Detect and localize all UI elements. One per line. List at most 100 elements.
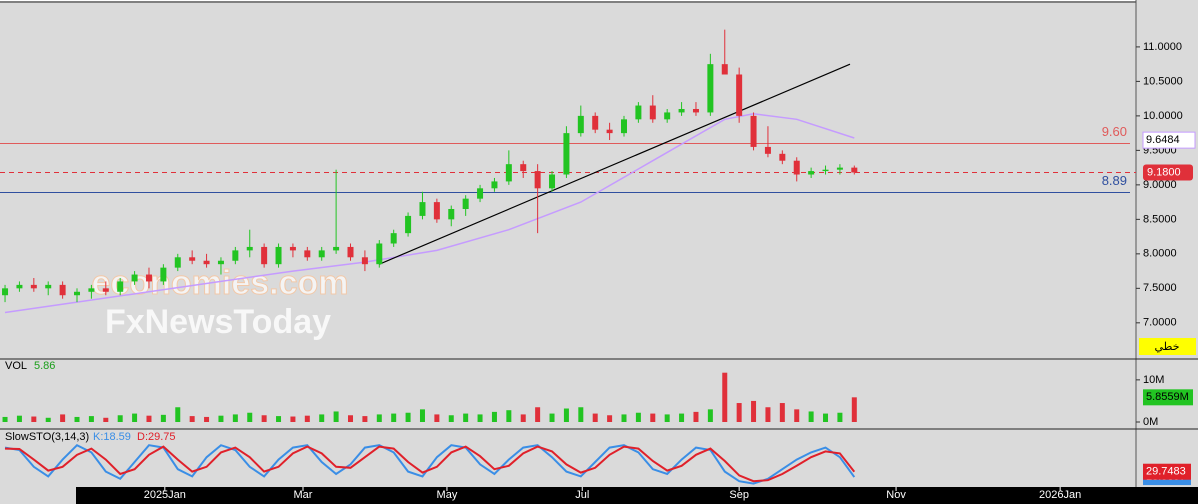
volume-bar — [117, 415, 123, 422]
volume-bar — [650, 413, 656, 422]
y-tick-label: 9.0000 — [1143, 179, 1177, 191]
volume-bar — [693, 411, 699, 422]
volume-bar — [549, 413, 555, 422]
volume-header-value: 5.86 — [34, 360, 55, 372]
volume-bar — [419, 409, 425, 422]
volume-bar — [578, 407, 584, 422]
candle-body — [477, 188, 484, 199]
volume-bar — [376, 414, 382, 422]
candle-body — [549, 174, 556, 189]
volume-bar — [506, 410, 512, 422]
volume-bar — [463, 413, 469, 422]
candle-body — [304, 250, 311, 258]
candle-body — [131, 274, 138, 282]
x-tick-label: Mar — [294, 489, 313, 501]
volume-bar — [765, 407, 771, 422]
candle-body — [836, 167, 843, 170]
volume-bar — [189, 416, 195, 422]
volume-bar — [851, 397, 857, 422]
y-tick-label: 8.0000 — [1143, 248, 1177, 260]
watermark: FxNewsToday — [105, 303, 331, 341]
candle-body — [74, 291, 81, 296]
volume-bar — [563, 408, 569, 422]
candle-body — [793, 160, 800, 175]
volume-bar — [2, 416, 8, 422]
x-tick-label: 2026Jan — [1039, 489, 1081, 501]
volume-bar — [477, 414, 483, 422]
candle-body — [289, 246, 296, 251]
moving-average — [4, 113, 855, 314]
candle-body — [347, 246, 354, 258]
volume-bar — [31, 416, 37, 422]
candle-body — [692, 108, 699, 113]
stoch-d-box — [1143, 463, 1191, 480]
x-tick-label: Sep — [729, 489, 749, 501]
candle-body — [707, 64, 714, 113]
candle-body — [189, 257, 196, 261]
candle-body — [102, 288, 109, 292]
candle-body — [16, 284, 23, 289]
volume-bar — [405, 412, 411, 422]
volume-bar — [707, 409, 713, 422]
button-label[interactable]: خطي — [1155, 341, 1180, 353]
candle-body — [649, 105, 656, 120]
volume-bar — [276, 416, 282, 422]
stoch-d-line — [4, 445, 856, 483]
volume-bar — [736, 403, 742, 422]
candle-body — [405, 215, 412, 234]
candle-body — [361, 257, 368, 265]
y-tick-label: 7.0000 — [1143, 317, 1177, 329]
time-axis — [76, 487, 1198, 504]
candle-body — [736, 74, 743, 116]
candle-body — [764, 146, 771, 154]
candle-body — [462, 198, 469, 210]
volume-bar — [621, 414, 627, 422]
volume-bar — [679, 413, 685, 422]
candle-body — [721, 64, 728, 75]
volume-bar — [88, 416, 94, 422]
candle-body — [606, 129, 613, 134]
volume-title: VOL — [5, 360, 27, 372]
candle-body — [2, 288, 9, 296]
volume-tick-label: 10M — [1143, 374, 1164, 386]
candle-body — [534, 171, 541, 189]
candle-body — [592, 115, 599, 130]
candle-body — [750, 115, 757, 147]
volume-bar — [664, 414, 670, 422]
y-tick-label: 8.5000 — [1143, 213, 1177, 225]
candle-body — [563, 133, 570, 175]
y-tick-label: 7.5000 — [1143, 282, 1177, 294]
volume-bar — [175, 407, 181, 422]
candle-body — [448, 209, 455, 220]
candle-body — [217, 260, 224, 265]
volume-bar — [160, 414, 166, 422]
volume-last-box — [1143, 389, 1193, 406]
volume-bar — [319, 414, 325, 422]
volume-bar — [837, 412, 843, 422]
candle-body — [419, 202, 426, 216]
volume-bar — [348, 415, 354, 422]
candle-body — [851, 167, 858, 173]
candle-body — [520, 164, 527, 172]
last-price-label: 9.1800 — [1147, 166, 1181, 178]
volume-bar — [635, 412, 641, 422]
candle-body — [678, 108, 685, 113]
volume-bar — [333, 411, 339, 422]
volume-bar — [779, 403, 785, 422]
candle-body — [318, 250, 325, 258]
ma-last-box — [1142, 131, 1196, 149]
stoch-title: SlowSTO(3,14,3) — [5, 431, 89, 443]
level-label: 8.89 — [1102, 173, 1127, 188]
volume-bar — [218, 415, 224, 422]
volume-bar — [132, 413, 138, 422]
button[interactable] — [1139, 338, 1196, 355]
volume-bar — [794, 409, 800, 422]
stoch-d-last: 29.7483 — [1146, 466, 1186, 478]
candle-body — [203, 260, 210, 265]
candle-body — [577, 115, 584, 134]
volume-bar — [290, 416, 296, 422]
candle-body — [376, 243, 383, 265]
x-tick-label: Jul — [575, 489, 589, 501]
candle-body — [505, 164, 512, 182]
